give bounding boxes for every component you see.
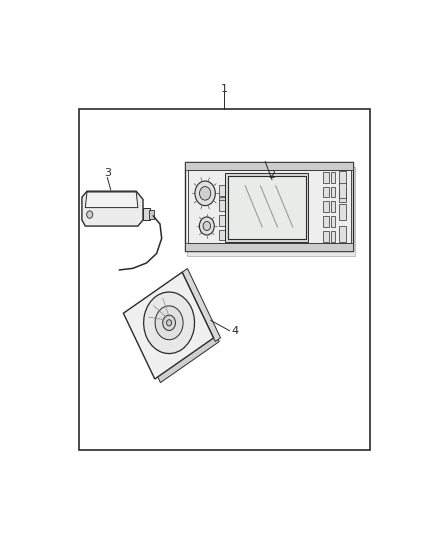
Bar <box>219 200 226 211</box>
Bar <box>339 183 346 198</box>
Bar <box>185 163 353 170</box>
Bar <box>78 109 371 450</box>
Bar <box>331 201 335 212</box>
Circle shape <box>87 211 93 219</box>
Bar <box>219 185 226 196</box>
Bar <box>185 163 353 251</box>
Bar <box>219 215 226 225</box>
Bar <box>124 272 214 379</box>
Circle shape <box>144 292 194 353</box>
Circle shape <box>200 187 211 200</box>
Bar <box>331 231 335 241</box>
Bar <box>323 187 329 197</box>
Bar <box>226 173 308 241</box>
Bar <box>149 209 154 219</box>
Bar <box>323 172 329 183</box>
Bar <box>219 197 264 201</box>
Polygon shape <box>85 192 138 207</box>
Bar <box>331 216 335 227</box>
Bar <box>339 189 346 202</box>
Circle shape <box>166 320 172 326</box>
Bar <box>182 269 221 342</box>
Bar <box>331 187 335 197</box>
Circle shape <box>203 222 211 230</box>
Bar <box>323 231 329 241</box>
Circle shape <box>199 217 214 235</box>
Bar <box>219 230 226 240</box>
Text: 3: 3 <box>104 168 111 177</box>
Text: 4: 4 <box>231 326 238 336</box>
Text: 1: 1 <box>221 84 228 94</box>
Bar <box>323 201 329 212</box>
Bar <box>228 175 306 239</box>
Bar <box>187 167 355 256</box>
Circle shape <box>163 315 176 330</box>
Bar <box>323 216 329 227</box>
Circle shape <box>195 181 215 206</box>
Bar <box>339 226 346 241</box>
Bar <box>185 243 353 251</box>
Bar <box>331 172 335 183</box>
Bar <box>143 207 151 220</box>
Bar <box>339 204 346 220</box>
Bar <box>339 171 346 184</box>
Text: 2: 2 <box>268 170 276 180</box>
Polygon shape <box>82 191 143 226</box>
Bar <box>188 170 351 243</box>
Bar <box>156 333 219 383</box>
Circle shape <box>155 306 183 340</box>
